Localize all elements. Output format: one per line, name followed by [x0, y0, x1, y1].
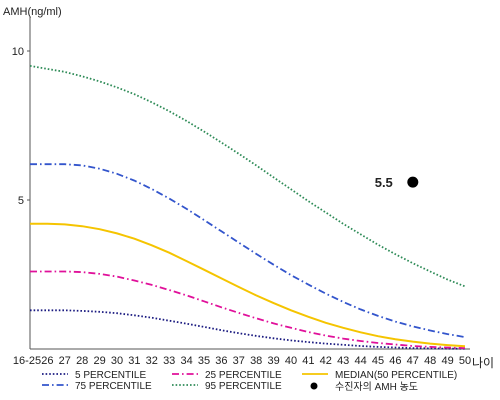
x-tick-label: 33	[163, 355, 175, 367]
x-tick-label: 36	[215, 355, 227, 367]
x-tick-label: 37	[233, 355, 245, 367]
x-tick-label: 32	[146, 355, 158, 367]
patient-marker-group: 5.5	[375, 175, 419, 190]
x-tick-label: 47	[407, 355, 419, 367]
x-tick-label: 45	[372, 355, 384, 367]
x-tick-label: 26	[41, 355, 53, 367]
x-tick-label: 40	[285, 355, 297, 367]
legend-label: 25 PERCENTILE	[205, 370, 282, 381]
x-tick-label: 38	[250, 355, 262, 367]
x-tick-label: 28	[76, 355, 88, 367]
x-tick-label: 46	[389, 355, 401, 367]
series-line-25-percentile	[30, 270, 466, 349]
x-ticks: 16-25 26 27 28 29 30 31 32 33 34 35 36 37 38 39 40 41 42 4…	[13, 355, 471, 367]
series-line-75-percentile	[30, 163, 466, 338]
legend-patient-dot	[310, 382, 318, 390]
y-axis-label: AMH(ng/ml)	[3, 6, 62, 18]
patient-value-label: 5.5	[375, 175, 393, 190]
x-tick-label: 48	[424, 355, 436, 367]
x-tick-label: 29	[93, 355, 105, 367]
x-tick-label: 16-25	[13, 355, 41, 367]
x-tick-label: 27	[59, 355, 71, 367]
series-line-95-percentile	[29, 65, 466, 288]
series-line-median-50-percentile	[30, 222, 466, 348]
legend-label: MEDIAN(50 PERCENTILE)	[335, 370, 457, 381]
x-tick-label: 43	[337, 355, 349, 367]
x-tick-label: 42	[320, 355, 332, 367]
x-tick-label: 44	[354, 355, 366, 367]
legend-label: 95 PERCENTILE	[205, 381, 282, 392]
x-tick-label: 50	[459, 355, 471, 367]
legend: 5 PERCENTILE 25 PERCENTILE MEDIAN(50 PERCE…	[42, 370, 457, 393]
legend-label: 5 PERCENTILE	[75, 370, 146, 381]
x-tick-label: 30	[111, 355, 123, 367]
series-lines	[29, 65, 466, 350]
legend-label: 수진자의 AMH 농도	[335, 381, 418, 393]
y-tick-label: 5	[18, 195, 24, 207]
series-line-5-percentile	[30, 309, 465, 350]
x-axis-label: 나이	[472, 356, 494, 370]
patient-marker	[407, 176, 419, 188]
x-tick-label: 41	[302, 355, 314, 367]
x-tick-label: 34	[180, 355, 192, 367]
y-tick-label: 10	[12, 46, 24, 58]
x-tick-label: 39	[267, 355, 279, 367]
y-ticks: 5 10	[12, 46, 30, 207]
x-tick-label: 35	[198, 355, 210, 367]
x-tick-label: 49	[441, 355, 453, 367]
legend-label: 75 PERCENTILE	[75, 381, 152, 392]
x-tick-label: 31	[128, 355, 140, 367]
